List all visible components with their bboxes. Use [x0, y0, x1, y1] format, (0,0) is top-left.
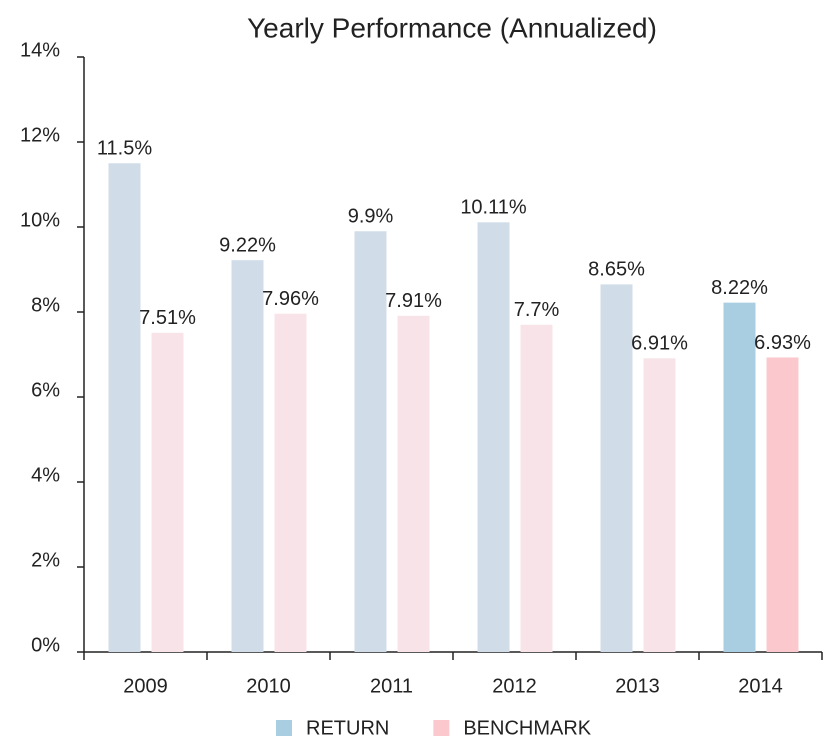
x-tick-label: 2009 [123, 675, 168, 697]
bar [354, 231, 387, 652]
bar [397, 315, 430, 652]
value-label: 7.96% [262, 288, 319, 310]
bar [231, 260, 264, 652]
value-label: 8.22% [711, 277, 768, 299]
y-tick-label: 14% [20, 39, 60, 61]
bar [723, 302, 756, 652]
value-label: 9.22% [219, 234, 276, 256]
x-tick-label: 2013 [615, 675, 660, 697]
legend-swatch [276, 720, 292, 736]
y-tick-label: 2% [31, 549, 60, 571]
y-tick-label: 10% [20, 209, 60, 231]
legend-label: RETURN [306, 717, 389, 739]
chart-title: Yearly Performance (Annualized) [247, 12, 657, 43]
y-tick-label: 12% [20, 124, 60, 146]
y-tick-label: 0% [31, 634, 60, 656]
bar [274, 313, 307, 652]
value-label: 6.91% [631, 333, 688, 355]
value-label: 7.7% [514, 299, 560, 321]
value-label: 7.91% [385, 290, 442, 312]
y-tick-label: 6% [31, 379, 60, 401]
legend-swatch [433, 720, 450, 736]
bar [477, 222, 510, 652]
x-tick-label: 2014 [738, 675, 783, 697]
bar [151, 332, 184, 652]
bar [643, 358, 676, 652]
bar [600, 284, 633, 652]
x-tick-label: 2011 [370, 675, 413, 697]
value-label: 11.5% [97, 138, 152, 160]
value-label: 8.65% [588, 259, 645, 281]
value-label: 9.9% [348, 206, 394, 228]
bar [108, 163, 141, 652]
value-label: 7.51% [139, 307, 196, 329]
value-label: 6.93% [754, 332, 811, 354]
bar [520, 324, 553, 652]
legend-label: BENCHMARK [463, 717, 591, 739]
y-tick-label: 4% [31, 464, 60, 486]
value-label: 10.11% [460, 197, 527, 219]
y-tick-label: 8% [31, 294, 60, 316]
x-tick-label: 2010 [246, 675, 291, 697]
x-tick-label: 2012 [492, 675, 537, 697]
bar [766, 357, 799, 652]
